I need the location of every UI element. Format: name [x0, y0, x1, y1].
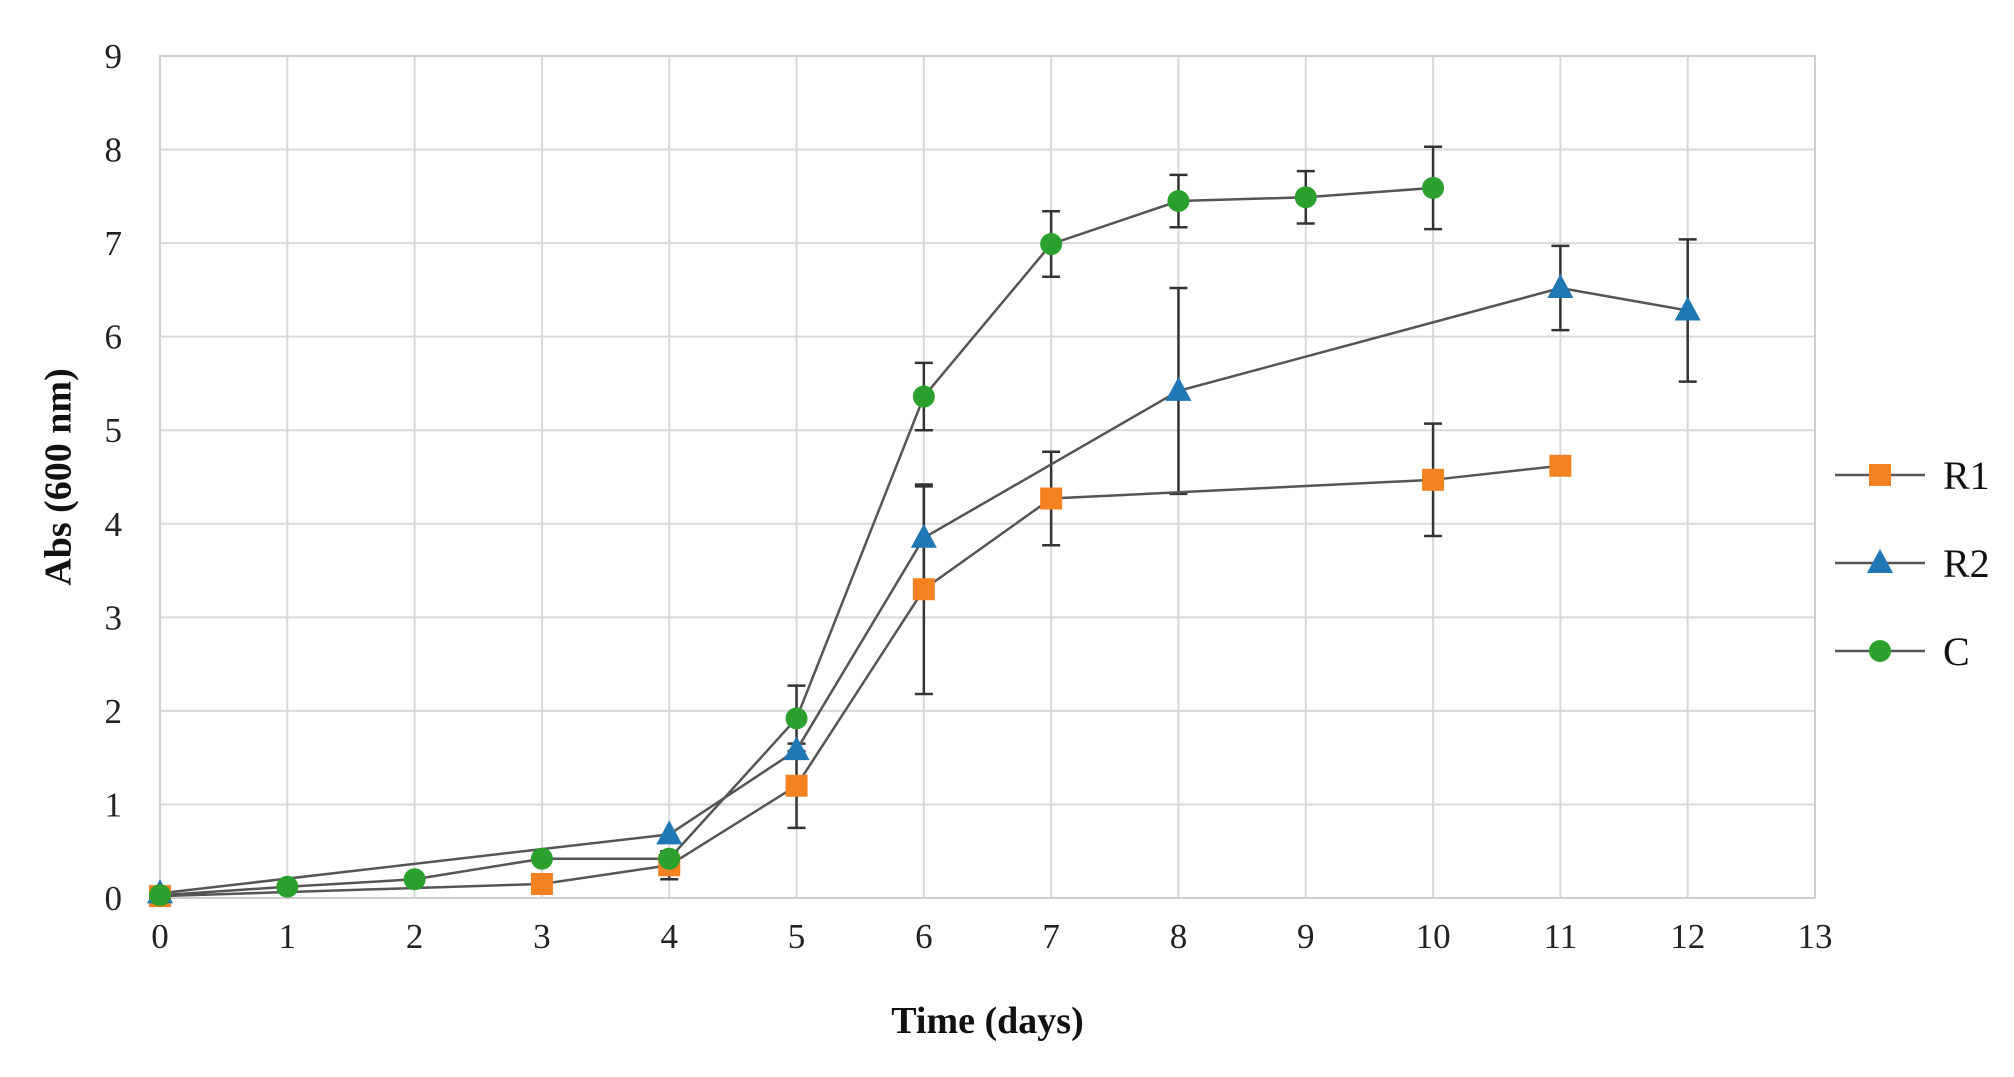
series-r2-point — [1674, 296, 1701, 321]
series-c-point — [403, 868, 426, 891]
x-tick-label: 7 — [1042, 917, 1060, 956]
y-tick-label: 8 — [105, 131, 123, 170]
x-tick-label: 12 — [1670, 917, 1705, 956]
y-tick-label: 4 — [105, 505, 123, 544]
series-r2-point — [910, 523, 937, 548]
x-tick-label: 4 — [660, 917, 678, 956]
series-r2-point — [656, 820, 683, 845]
series-c-point — [1422, 176, 1445, 199]
legend-r2-marker — [1867, 549, 1893, 573]
y-tick-label: 6 — [105, 318, 123, 357]
y-tick-label: 3 — [105, 598, 123, 637]
series-r1-point — [1040, 487, 1063, 510]
x-tick-label: 10 — [1416, 917, 1451, 956]
y-axis-title: Abs (600 nm) — [38, 368, 80, 585]
series-r2-point — [1547, 274, 1574, 299]
legend-r2-label: R2 — [1943, 541, 1990, 586]
x-tick-label: 8 — [1170, 917, 1188, 956]
x-tick-label: 9 — [1297, 917, 1315, 956]
series-r2-point — [1165, 376, 1192, 401]
x-tick-label: 2 — [406, 917, 424, 956]
series-c-point — [1167, 190, 1190, 213]
series-c-point — [658, 847, 681, 870]
plot-border — [159, 55, 1816, 899]
x-tick-label: 1 — [279, 917, 297, 956]
y-tick-label: 5 — [105, 411, 123, 450]
grid — [159, 55, 1816, 899]
series-c-point — [1040, 233, 1063, 256]
legend: R1 R2 C — [1835, 453, 1990, 674]
series-c-point — [785, 707, 808, 730]
x-tick-label: 5 — [788, 917, 806, 956]
data-markers — [147, 176, 1701, 908]
y-tick-label: 7 — [105, 224, 123, 263]
series-r1-line — [159, 464, 1561, 898]
legend-r1-marker — [1869, 464, 1891, 486]
series-r2-point — [783, 736, 810, 761]
series-r1-point — [1422, 468, 1445, 491]
series-c-point — [912, 385, 935, 408]
y-tick-label: 2 — [105, 692, 123, 731]
series-r1-point — [1549, 454, 1572, 477]
x-tick-label: 6 — [915, 917, 933, 956]
x-tick-label: 0 — [151, 917, 169, 956]
x-axis-title: Time (days) — [891, 1000, 1083, 1042]
y-tick-label: 9 — [105, 37, 123, 76]
x-tick-label: 3 — [533, 917, 551, 956]
x-tick-label: 13 — [1798, 917, 1833, 956]
x-tick-label: 11 — [1544, 917, 1578, 956]
legend-c-marker — [1869, 640, 1891, 662]
series-r1-point — [530, 872, 553, 895]
series-c-point — [1294, 186, 1317, 209]
legend-r1-label: R1 — [1943, 453, 1990, 498]
series-r1-point — [912, 578, 935, 601]
series-c-point — [530, 847, 553, 870]
legend-c-label: C — [1943, 629, 1970, 674]
series-r1-point — [785, 774, 808, 797]
y-tick-label: 0 — [105, 879, 123, 918]
series-c-point — [276, 875, 299, 898]
series-c-point — [149, 884, 171, 907]
y-tick-label: 1 — [105, 785, 123, 824]
